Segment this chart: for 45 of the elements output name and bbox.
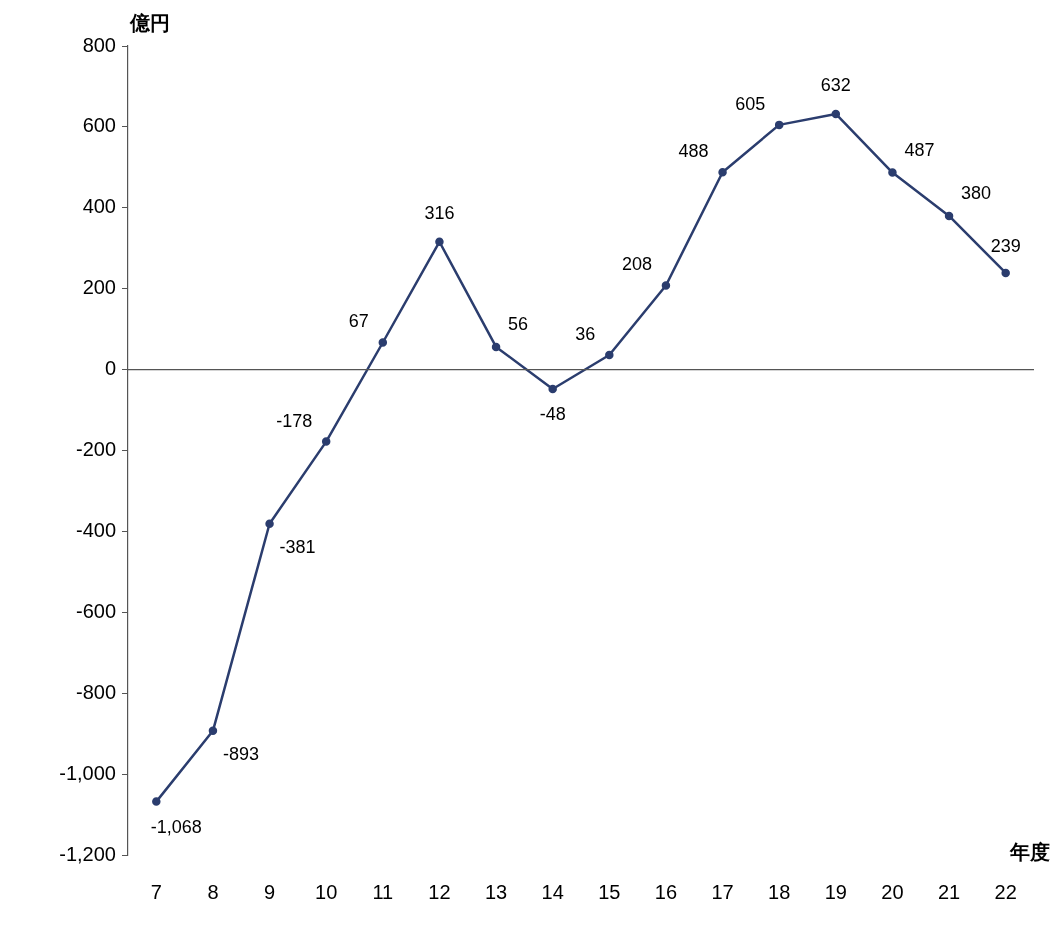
y-tick-label: -400 [75, 518, 116, 541]
x-tick-label: 17 [711, 880, 734, 903]
x-tick-label: 19 [824, 880, 847, 903]
data-label: -178 [276, 410, 313, 431]
y-axis-title: 億円 [129, 12, 170, 34]
data-label: 239 [990, 235, 1021, 256]
data-label: -48 [539, 403, 566, 424]
data-label: -893 [222, 743, 259, 764]
data-label: 208 [621, 254, 652, 275]
data-label: 316 [424, 202, 455, 223]
data-label: -381 [279, 536, 316, 557]
y-tick-label: -1,000 [59, 761, 116, 784]
x-tick-label: 12 [428, 880, 451, 903]
data-label: 56 [508, 313, 529, 334]
x-tick-label: 15 [598, 880, 621, 903]
data-label: 67 [348, 311, 369, 332]
x-tick-label: 14 [541, 880, 564, 903]
data-label: 380 [961, 182, 992, 203]
x-tick-label: 10 [315, 880, 338, 903]
x-tick-label: 13 [484, 880, 508, 903]
data-label: 487 [904, 139, 935, 160]
y-tick-label: -800 [75, 680, 116, 703]
x-tick-label: 21 [937, 880, 961, 903]
x-tick-label: 11 [372, 880, 394, 903]
data-label: 632 [820, 74, 851, 95]
y-tick-label: -1,200 [59, 842, 116, 865]
data-label: 605 [735, 93, 766, 114]
x-axis-title: 年度 [1009, 841, 1050, 863]
y-tick-label: -200 [75, 438, 116, 461]
y-tick-label: 0 [104, 357, 116, 380]
x-tick-label: 20 [881, 880, 904, 903]
x-tick-label: 8 [207, 880, 219, 903]
x-tick-label: 7 [150, 880, 162, 903]
x-tick-label: 18 [768, 880, 791, 903]
y-tick-label: 800 [82, 33, 116, 56]
data-label: 36 [575, 324, 596, 345]
y-tick-label: 600 [82, 114, 116, 137]
data-label: -1,068 [150, 816, 202, 837]
x-tick-label: 9 [264, 880, 276, 903]
y-tick-label: 200 [82, 276, 116, 299]
y-tick-label: 400 [82, 195, 116, 218]
x-tick-label: 22 [994, 880, 1017, 903]
data-label: 488 [678, 141, 709, 162]
y-tick-label: -600 [75, 599, 116, 622]
x-tick-label: 16 [654, 880, 678, 903]
